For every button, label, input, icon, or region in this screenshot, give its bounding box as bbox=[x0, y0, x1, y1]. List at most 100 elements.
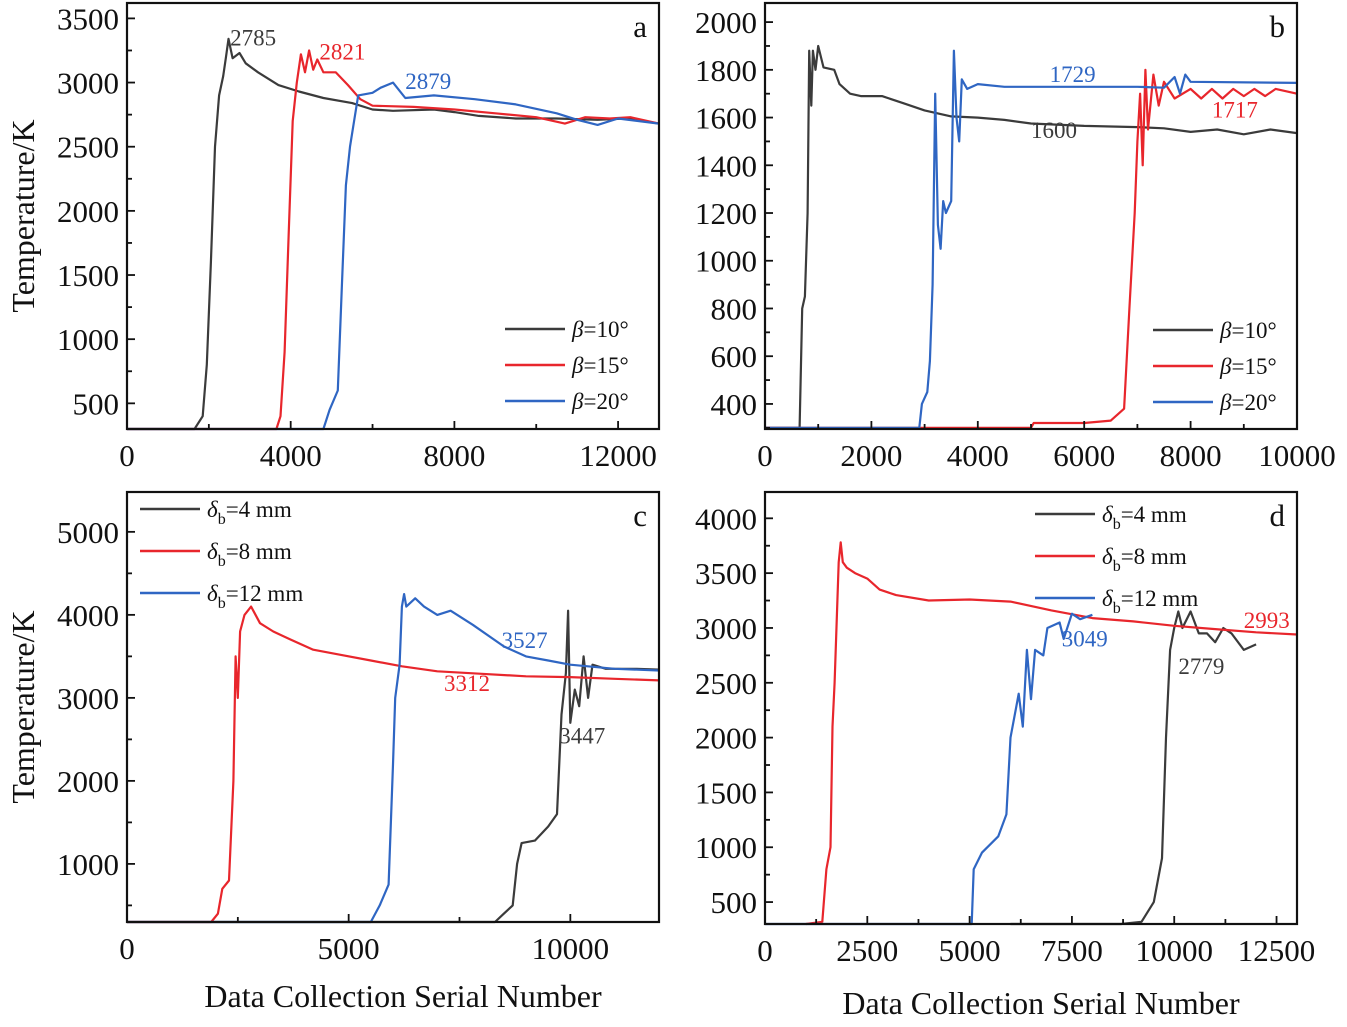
panel-label: b bbox=[1270, 9, 1286, 44]
legend: β=10°β=15°β=20° bbox=[1153, 318, 1277, 415]
y-tick-label: 1000 bbox=[695, 244, 757, 279]
series-line-a-2 bbox=[127, 81, 660, 431]
legend-text: =10° bbox=[583, 317, 628, 342]
y-tick-label: 1000 bbox=[57, 322, 119, 357]
series-line-d-2 bbox=[765, 612, 1093, 926]
data-annotation: 3447 bbox=[559, 724, 605, 749]
series-line-a-1 bbox=[127, 49, 660, 431]
legend-subscript: b bbox=[1113, 516, 1121, 533]
x-tick-label: 8000 bbox=[1160, 438, 1222, 473]
legend-symbol: β bbox=[571, 317, 584, 342]
plot-frame bbox=[125, 1, 661, 431]
legend-symbol: β bbox=[1219, 354, 1232, 379]
y-tick-label: 4000 bbox=[695, 501, 757, 536]
legend-symbol: δ bbox=[207, 497, 218, 522]
x-tick-label: 0 bbox=[757, 438, 773, 473]
y-tick-label: 1800 bbox=[695, 53, 757, 88]
y-tick-label: 4000 bbox=[57, 598, 119, 633]
x-tick-label: 4000 bbox=[947, 438, 1009, 473]
x-axis-title: Data Collection Serial Number bbox=[842, 985, 1240, 1021]
legend-label: δb=8 mm bbox=[1102, 544, 1187, 575]
legend-symbol: δ bbox=[1102, 502, 1113, 527]
x-tick-label: 5000 bbox=[318, 931, 380, 966]
legend-symbol: β bbox=[571, 353, 584, 378]
legend-text: =10° bbox=[1231, 318, 1276, 343]
legend-subscript: b bbox=[1113, 558, 1121, 575]
legend-text: =15° bbox=[1231, 354, 1276, 379]
x-tick-label: 8000 bbox=[423, 438, 485, 473]
data-annotation: 1717 bbox=[1212, 98, 1258, 123]
legend-label: δb=4 mm bbox=[207, 497, 292, 528]
data-annotation: 1729 bbox=[1050, 62, 1096, 87]
x-tick-label: 4000 bbox=[260, 438, 322, 473]
series-line-a-0 bbox=[127, 37, 660, 431]
legend: β=10°β=15°β=20° bbox=[505, 317, 629, 414]
legend-symbol: β bbox=[571, 389, 584, 414]
y-tick-label: 2500 bbox=[695, 666, 757, 701]
y-tick-label: 1500 bbox=[57, 258, 119, 293]
legend-subscript: b bbox=[218, 511, 226, 528]
legend-symbol: δ bbox=[207, 539, 218, 564]
legend-text: =4 mm bbox=[226, 497, 292, 522]
legend-text: =20° bbox=[583, 389, 628, 414]
legend-symbol: δ bbox=[1102, 586, 1113, 611]
legend-subscript: b bbox=[218, 553, 226, 570]
series-line-b-2 bbox=[765, 49, 1298, 429]
x-tick-label: 0 bbox=[757, 933, 773, 968]
series-line-b-1 bbox=[765, 68, 1298, 429]
x-tick-label: 2000 bbox=[840, 438, 902, 473]
x-tick-label: 10000 bbox=[532, 931, 610, 966]
data-annotation: 2879 bbox=[405, 69, 451, 94]
data-annotation: 3527 bbox=[502, 628, 548, 653]
y-tick-label: 2000 bbox=[57, 194, 119, 229]
y-tick-label: 3000 bbox=[57, 681, 119, 716]
y-tick-label: 500 bbox=[711, 885, 758, 920]
panel-d: 0 2500 5000 7500 10000 12500 500 1000 1500 2000 25… bbox=[695, 490, 1316, 1021]
panel-b: 0 2000 4000 6000 8000 10000 400 600 800 1000 1200 1… bbox=[695, 1, 1336, 473]
y-tick-label: 1000 bbox=[695, 830, 757, 865]
legend-label: β=15° bbox=[571, 353, 629, 378]
data-annotation: 2779 bbox=[1178, 654, 1224, 679]
x-tick-label: 5000 bbox=[939, 933, 1001, 968]
x-tick-label: 0 bbox=[119, 931, 135, 966]
data-annotation: 2821 bbox=[319, 39, 365, 64]
y-tick-label: 1200 bbox=[695, 196, 757, 231]
legend-subscript: b bbox=[218, 595, 226, 612]
x-tick-label: 0 bbox=[119, 438, 135, 473]
x-tick-label: 10000 bbox=[1135, 933, 1213, 968]
y-axis-title: Temperature/K bbox=[5, 610, 41, 803]
panel-c: 0 5000 10000 1000 2000 3000 4000 5000 Temperatur… bbox=[5, 490, 661, 1014]
legend-symbol: β bbox=[1219, 390, 1232, 415]
y-tick-label: 5000 bbox=[57, 515, 119, 550]
plot-frame bbox=[125, 490, 661, 924]
legend-symbol: β bbox=[1219, 318, 1232, 343]
series-line-d-1 bbox=[805, 541, 1298, 926]
legend-label: β=15° bbox=[1219, 354, 1277, 379]
y-tick-label: 800 bbox=[711, 291, 758, 326]
data-annotation: 2993 bbox=[1244, 608, 1290, 633]
y-tick-label: 2000 bbox=[695, 5, 757, 40]
panel-label: c bbox=[633, 498, 647, 533]
x-tick-label: 12500 bbox=[1238, 933, 1316, 968]
legend-text: =20° bbox=[1231, 390, 1276, 415]
data-annotation: 3312 bbox=[444, 671, 490, 696]
x-tick-label: 6000 bbox=[1053, 438, 1115, 473]
legend-label: β=10° bbox=[1219, 318, 1277, 343]
legend-text: =8 mm bbox=[1121, 544, 1187, 569]
y-tick-label: 3500 bbox=[695, 556, 757, 591]
plot-frame bbox=[763, 1, 1299, 431]
legend-symbol: δ bbox=[1102, 544, 1113, 569]
panel-a: 0 4000 8000 12000 500 1000 1500 2000 2500 3000 350… bbox=[5, 1, 661, 473]
legend-label: β=20° bbox=[571, 389, 629, 414]
data-annotation: 3049 bbox=[1062, 627, 1108, 652]
series-line-c-0 bbox=[127, 609, 660, 924]
series-line-b-0 bbox=[765, 44, 1298, 429]
legend-label: δb=8 mm bbox=[207, 539, 292, 570]
y-tick-label: 2000 bbox=[57, 764, 119, 799]
legend-text: =15° bbox=[583, 353, 628, 378]
y-tick-label: 1600 bbox=[695, 101, 757, 136]
data-annotation: 2785 bbox=[230, 25, 276, 50]
